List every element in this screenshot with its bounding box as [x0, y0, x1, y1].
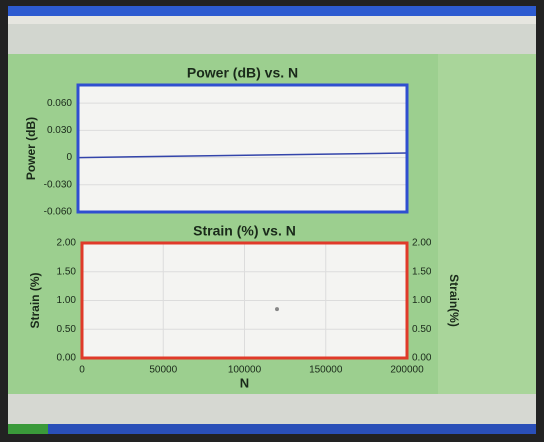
y-tick-label: 0.00: [57, 353, 77, 364]
plot-area: [78, 85, 407, 212]
y-tick-label: 0.060: [47, 98, 72, 109]
taskbar: [8, 424, 536, 434]
chart-title: Strain (%) vs. N: [193, 223, 296, 239]
chart-title: Power (dB) vs. N: [187, 65, 298, 81]
y2-axis-label: Strain(%): [447, 274, 461, 327]
y2-tick-label: 0.00: [412, 353, 432, 364]
y-tick-label: 0.50: [57, 324, 77, 335]
page: Power (dB) vs. N Power (dB) 0.060 0.030 0 -0.…: [0, 0, 544, 442]
y2-tick-label: 0.50: [412, 324, 432, 335]
y-tick-label: -0.030: [44, 179, 73, 190]
y-tick-label: 1.50: [57, 266, 77, 277]
y2-tick-label: 2.00: [412, 238, 432, 249]
x-tick-label: 0: [79, 365, 85, 376]
status-area: [8, 394, 536, 424]
y2-tick-label: 1.50: [412, 266, 432, 277]
x-tick-label: 150000: [309, 365, 343, 376]
y-axis-label: Power (dB): [24, 117, 38, 180]
y-tick-label: 0.030: [47, 125, 72, 136]
title-bar: [8, 6, 536, 16]
data-point: [275, 307, 279, 311]
x-tick-label: 200000: [390, 365, 424, 376]
y-tick-label: -0.060: [44, 207, 73, 218]
info-panel: [438, 54, 536, 394]
x-axis-label: N: [240, 375, 249, 390]
y-tick-label: 0: [66, 152, 72, 163]
y-axis-label: Strain (%): [28, 272, 42, 328]
y-tick-label: 1.00: [57, 295, 77, 306]
x-tick-label: 100000: [228, 365, 262, 376]
screen: Power (dB) vs. N Power (dB) 0.060 0.030 0 -0.…: [0, 0, 544, 442]
menu-bar: [8, 16, 536, 24]
y2-tick-label: 1.00: [412, 295, 432, 306]
y-tick-label: 2.00: [57, 238, 77, 249]
x-tick-label: 50000: [149, 365, 177, 376]
start-button[interactable]: [8, 424, 48, 434]
toolbar: [8, 24, 536, 54]
